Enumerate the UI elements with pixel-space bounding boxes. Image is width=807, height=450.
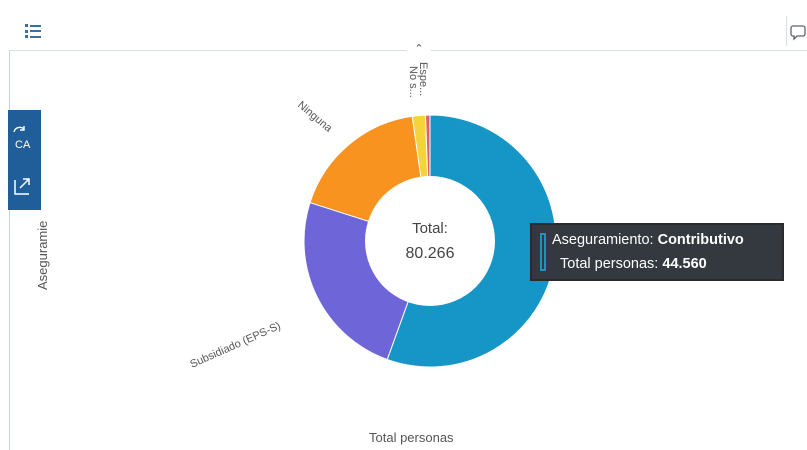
chart-toolbar [9,8,807,51]
tooltip-label: Aseguramiento: [552,232,654,248]
slice-label: Ninguna [295,99,335,135]
tooltip-value: Contributivo [657,232,744,248]
chevron-up-icon: ⌃ [414,43,424,55]
collapse-toggle[interactable]: ⌃ [407,40,431,58]
svg-text:CA: CA [15,139,31,151]
chat-icon[interactable] [786,16,807,46]
slice-label: Subsidiado (EPS-S) [188,320,282,371]
donut-hole [365,176,495,306]
export-button[interactable] [8,166,41,202]
tooltip-value: 44.560 [662,256,707,272]
tooltip-swatch [540,233,546,271]
center-label: Total: [412,220,448,237]
center-value: 80.266 [406,245,455,262]
side-toolbar: CA [8,110,41,210]
tooltip-row-category: Aseguramiento: Contributivo [552,232,744,248]
translate-button[interactable]: CA [8,118,41,154]
tooltip-row-total: Total personas: 44.560 [560,256,707,272]
slice-label: Espe... [417,62,429,96]
list-icon[interactable] [25,24,41,38]
x-axis-label: Total personas [369,430,454,445]
tooltip-label: Total personas: [560,256,659,272]
translate-icon: CA [13,126,31,151]
slice-label: No s... [407,66,419,98]
tooltip: Aseguramiento: Contributivo Total person… [530,223,784,281]
export-icon [14,178,30,195]
